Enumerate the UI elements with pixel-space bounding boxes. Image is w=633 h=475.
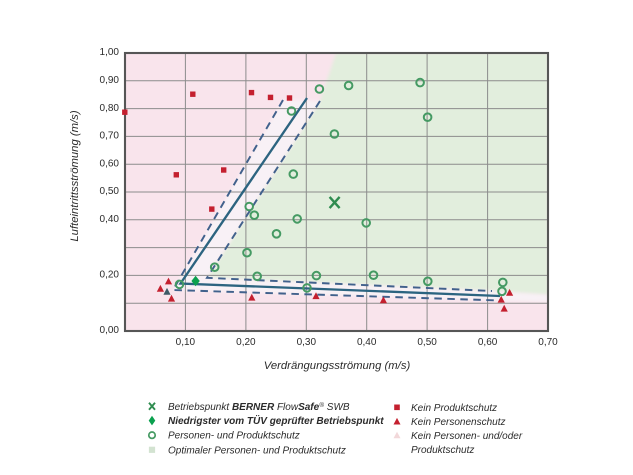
svg-text:0,30: 0,30 [297, 337, 317, 348]
svg-text:Verdrängungsströmung (m/s): Verdrängungsströmung (m/s) [264, 360, 411, 372]
svg-text:0,10: 0,10 [176, 337, 196, 348]
svg-text:0,40: 0,40 [100, 214, 120, 225]
svg-text:Lufteintrittsströmung (m/s): Lufteintrittsströmung (m/s) [69, 110, 81, 241]
svg-text:0,40: 0,40 [357, 337, 377, 348]
svg-text:0,60: 0,60 [100, 158, 120, 169]
svg-text:0,80: 0,80 [100, 103, 120, 114]
svg-text:0,20: 0,20 [100, 270, 120, 281]
svg-text:Niedrigster vom TÜV geprüfter: Niedrigster vom TÜV geprüfter Betriebspu… [168, 414, 384, 427]
svg-text:Kein Personenschutz: Kein Personenschutz [411, 417, 506, 428]
svg-text:1,00: 1,00 [100, 47, 120, 58]
svg-text:Optimaler Personen- und Produk: Optimaler Personen- und Produktschutz [168, 445, 346, 456]
svg-text:0,70: 0,70 [538, 337, 558, 348]
svg-text:0,00: 0,00 [100, 325, 120, 336]
svg-text:Betriebspunkt BERNER FlowSafe®: Betriebspunkt BERNER FlowSafe® SWB [168, 401, 350, 413]
svg-text:Personen- und Produktschutz: Personen- und Produktschutz [168, 431, 300, 442]
svg-text:Kein Personen- und/oder: Kein Personen- und/oder [411, 431, 523, 442]
svg-text:0,90: 0,90 [100, 75, 120, 86]
svg-text:Kein Produktschutz: Kein Produktschutz [411, 403, 497, 414]
svg-text:0,70: 0,70 [100, 131, 120, 142]
svg-text:0,60: 0,60 [478, 337, 498, 348]
svg-text:0,20: 0,20 [236, 337, 256, 348]
svg-text:0,50: 0,50 [417, 337, 437, 348]
svg-text:Produktschutz: Produktschutz [411, 445, 474, 456]
svg-text:0,50: 0,50 [100, 186, 120, 197]
